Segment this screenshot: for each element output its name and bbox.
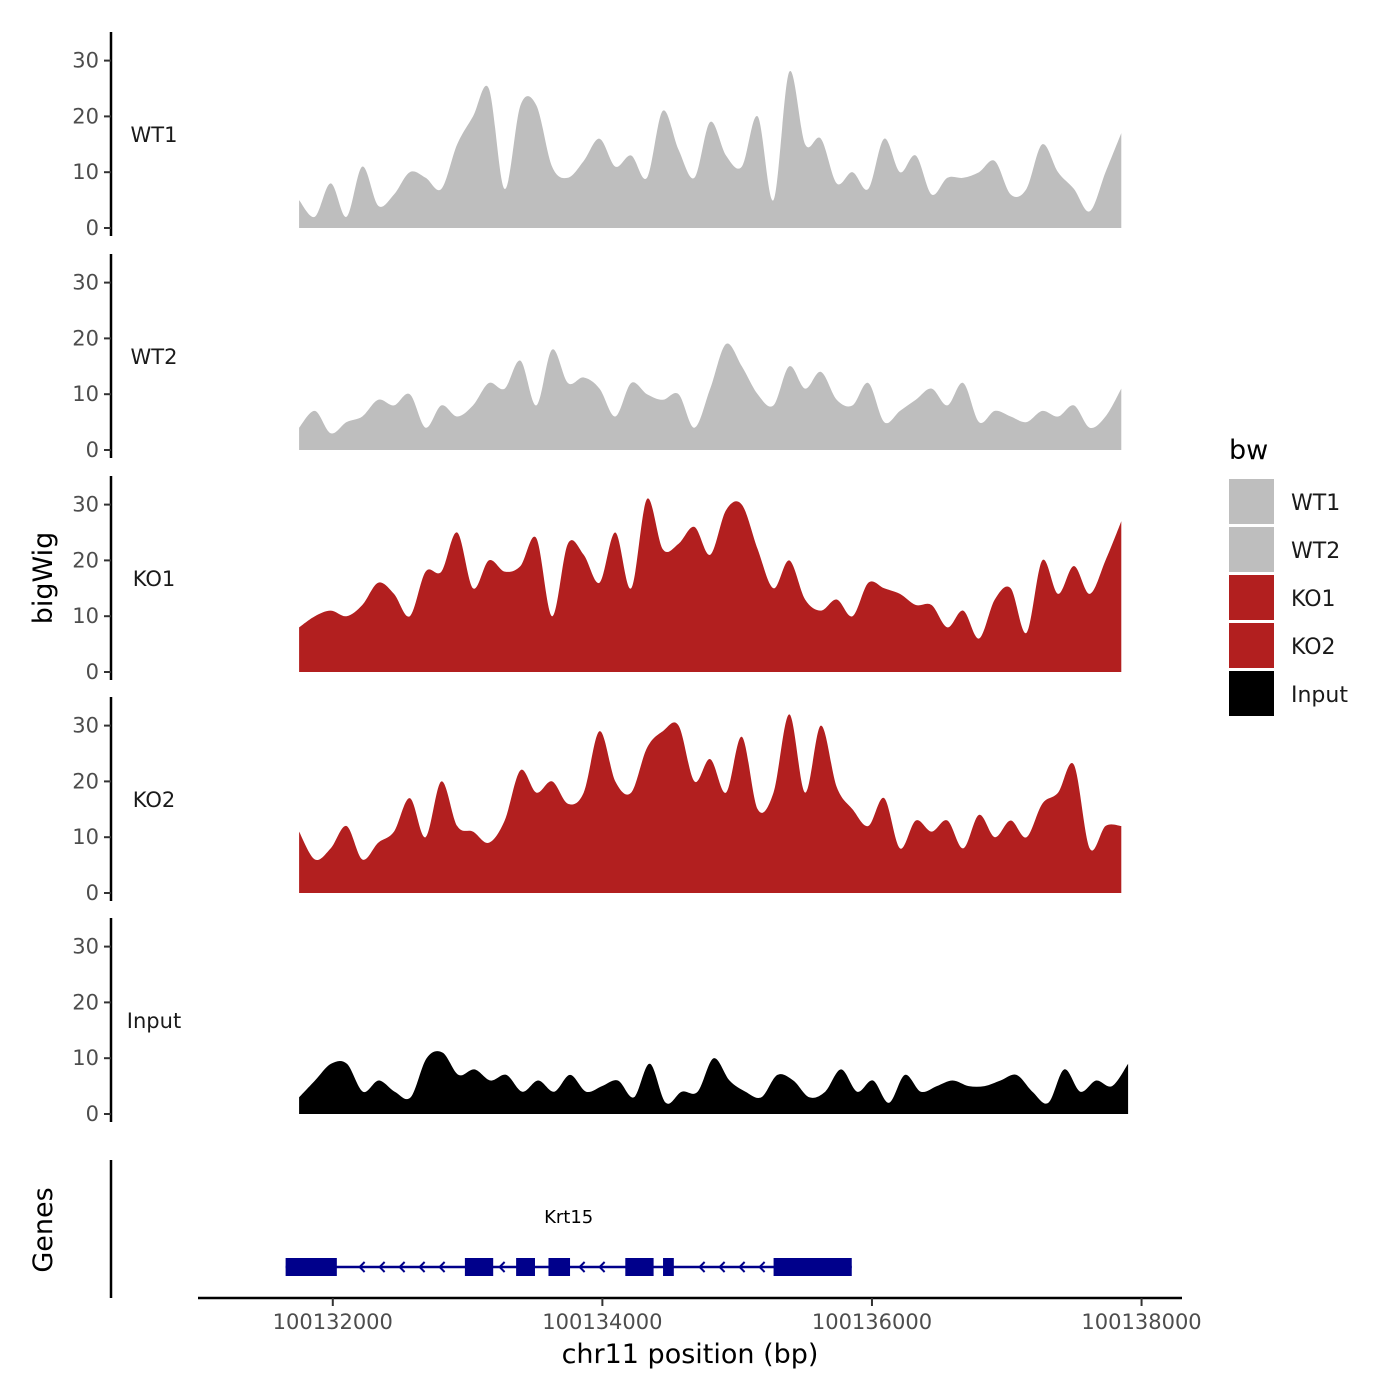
- legend-label-input: Input: [1291, 683, 1348, 708]
- y-tick-label: 30: [72, 935, 99, 959]
- coverage-area-wt2: [299, 343, 1122, 450]
- coverage-area-ko2: [299, 714, 1122, 893]
- strand-arrow: [358, 1261, 366, 1273]
- y-tick-label: 10: [72, 160, 99, 184]
- genes-axis-title: Genes: [28, 1187, 59, 1272]
- strand-arrow: [378, 1261, 386, 1273]
- y-tick-label: 0: [86, 1102, 99, 1126]
- legend-label-ko1: KO1: [1291, 587, 1336, 612]
- x-axis: 100132000 100134000 100136000 100138000: [198, 1296, 1202, 1334]
- track-label-ko1: KO1: [133, 567, 176, 591]
- y-tick-label: 20: [72, 990, 99, 1014]
- legend-label-wt1: WT1: [1291, 491, 1340, 516]
- legend-key-ko2: [1229, 623, 1274, 668]
- legend-key-input: [1229, 671, 1274, 716]
- strand-arrow: [738, 1261, 746, 1273]
- y-tick-label: 20: [72, 104, 99, 128]
- legend-label-wt2: WT2: [1291, 539, 1340, 564]
- gene-exon: [663, 1258, 674, 1276]
- strand-arrow: [418, 1261, 426, 1273]
- legend-title: bw: [1229, 435, 1268, 466]
- y-tick-label: 30: [72, 714, 99, 738]
- strand-arrow: [578, 1261, 586, 1273]
- strand-arrow: [598, 1261, 606, 1273]
- gene-exon: [625, 1258, 654, 1276]
- y-tick-label: 0: [86, 216, 99, 240]
- x-tick-label: 100134000: [542, 1310, 662, 1334]
- coverage-tracks: 0 10 20 30 WT1 0 10 20 30 WT2 0 10 20 30 KO1 0 10 20 30 KO2…: [72, 32, 1129, 1126]
- track-label-ko2: KO2: [133, 788, 176, 812]
- x-tick-label: 100138000: [1081, 1310, 1201, 1334]
- x-tick-label: 100132000: [273, 1310, 393, 1334]
- y-tick-label: 10: [72, 604, 99, 628]
- strand-arrow: [498, 1261, 506, 1273]
- y-tick-label: 20: [72, 548, 99, 572]
- track-input: 0 10 20 30 Input: [72, 918, 1129, 1126]
- track-wt1: 0 10 20 30 WT1: [72, 32, 1122, 240]
- gene-name-label: Krt15: [544, 1207, 593, 1228]
- track-wt2: 0 10 20 30 WT2: [72, 254, 1122, 462]
- legend-label-ko2: KO2: [1291, 635, 1336, 660]
- y-tick-label: 0: [86, 881, 99, 905]
- strand-arrow: [758, 1261, 766, 1273]
- gene-exon: [285, 1258, 337, 1276]
- x-tick-label: 100136000: [812, 1310, 932, 1334]
- gene-exon: [516, 1258, 535, 1276]
- track-ko1: 0 10 20 30 KO1: [72, 476, 1122, 684]
- track-label-wt2: WT2: [131, 345, 178, 369]
- legend-key-wt2: [1229, 527, 1274, 572]
- track-label-wt1: WT1: [131, 123, 178, 147]
- gene-exon: [773, 1258, 852, 1276]
- x-axis-title: chr11 position (bp): [562, 1339, 819, 1370]
- y-tick-label: 0: [86, 438, 99, 462]
- y-tick-label: 30: [72, 49, 99, 73]
- gene-exon: [548, 1258, 571, 1276]
- strand-arrow: [398, 1261, 406, 1273]
- coverage-area-input: [299, 1051, 1129, 1114]
- gene-model-krt15: [285, 1258, 852, 1276]
- y-tick-label: 10: [72, 382, 99, 406]
- y-tick-label: 0: [86, 660, 99, 684]
- track-ko2: 0 10 20 30 KO2: [72, 697, 1122, 905]
- y-tick-label: 30: [72, 493, 99, 517]
- y-axis-title: bigWig: [28, 532, 59, 625]
- coverage-area-ko1: [299, 498, 1122, 672]
- gene-exon: [464, 1258, 494, 1276]
- gene-panel: Krt15: [109, 1160, 852, 1298]
- y-tick-label: 10: [72, 1046, 99, 1070]
- legend-key-wt1: [1229, 479, 1274, 524]
- legend-key-ko1: [1229, 575, 1274, 620]
- y-tick-label: 20: [72, 326, 99, 350]
- strand-arrow: [718, 1261, 726, 1273]
- y-tick-label: 20: [72, 769, 99, 793]
- legend: bw WT1 WT2 KO1 KO2 Input: [1229, 435, 1348, 716]
- coverage-area-wt1: [299, 70, 1122, 228]
- y-tick-label: 10: [72, 825, 99, 849]
- strand-arrow: [698, 1261, 706, 1273]
- y-tick-label: 30: [72, 271, 99, 295]
- strand-arrow: [438, 1261, 446, 1273]
- track-label-input: Input: [127, 1009, 181, 1033]
